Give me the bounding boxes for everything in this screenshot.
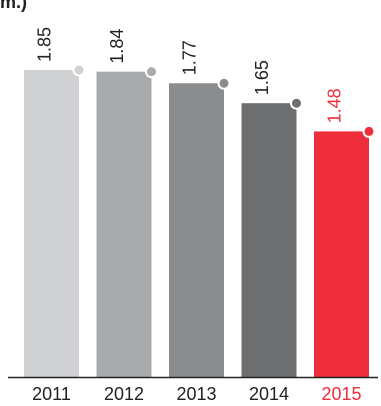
category-label-2011: 2011: [32, 384, 71, 404]
bar-end-dot-2014: [290, 96, 303, 110]
category-label-2012: 2012: [104, 384, 144, 404]
value-label-2014: 1.65: [252, 60, 272, 95]
bar-2015: [314, 131, 369, 377]
value-label-2012: 1.84: [107, 29, 127, 64]
bar-2013: [169, 83, 224, 378]
value-label-2013: 1.77: [180, 40, 200, 75]
bars-group: 1.85 1.84 1.77 1.65 1.48: [24, 27, 376, 378]
bar-end-dot-2013: [217, 76, 231, 90]
category-label-2015: 2015: [321, 384, 361, 404]
value-label-2011: 1.85: [35, 27, 55, 62]
bar-2012: [96, 71, 152, 378]
category-labels: 2011 2012 2013 2014 2015: [32, 384, 361, 404]
bar-end-dot-2012: [145, 65, 158, 79]
category-label-2014: 2014: [249, 384, 289, 404]
bar-2011: [24, 70, 79, 377]
bar-end-dot-2015: [362, 124, 376, 138]
category-label-2013: 2013: [176, 384, 216, 404]
chart-title-fragment: m.): [0, 0, 27, 12]
bar-end-dot-2011: [72, 63, 86, 77]
bar-2014: [241, 103, 297, 378]
value-label-2015: 1.48: [325, 88, 345, 123]
